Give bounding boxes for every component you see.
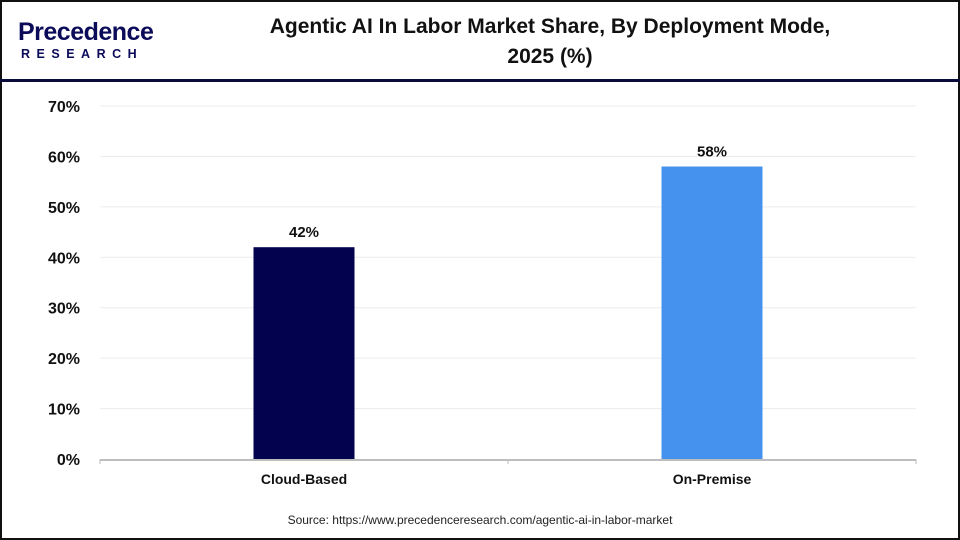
precedence-research-logo: Precedence RESEARCH bbox=[18, 18, 158, 63]
y-tick-label: 0% bbox=[57, 452, 80, 469]
title-line2: 2025 (%) bbox=[507, 45, 593, 68]
chart-title: Agentic AI In Labor Market Share, By Dep… bbox=[200, 12, 900, 72]
y-tick-label: 70% bbox=[48, 99, 80, 116]
header-divider bbox=[0, 79, 960, 82]
data-label: 42% bbox=[289, 224, 319, 241]
y-tick-label: 40% bbox=[48, 250, 80, 267]
logo-line1: Precedence bbox=[18, 18, 154, 46]
bar-on-premise bbox=[661, 166, 763, 459]
y-tick-label: 30% bbox=[48, 301, 80, 318]
source-note: Source: https://www.precedenceresearch.c… bbox=[287, 513, 673, 527]
bar-cloud-based bbox=[253, 247, 355, 459]
y-tick-label: 50% bbox=[48, 200, 80, 217]
y-tick-label: 60% bbox=[48, 149, 80, 166]
title-line1: Agentic AI In Labor Market Share, By Dep… bbox=[269, 15, 831, 38]
x-tick-label: On-Premise bbox=[673, 471, 752, 487]
data-label: 58% bbox=[697, 144, 727, 161]
logo-line2: RESEARCH bbox=[21, 47, 144, 61]
y-tick-label: 20% bbox=[48, 351, 80, 368]
y-tick-label: 10% bbox=[48, 402, 80, 419]
x-tick-label: Cloud-Based bbox=[261, 471, 347, 487]
